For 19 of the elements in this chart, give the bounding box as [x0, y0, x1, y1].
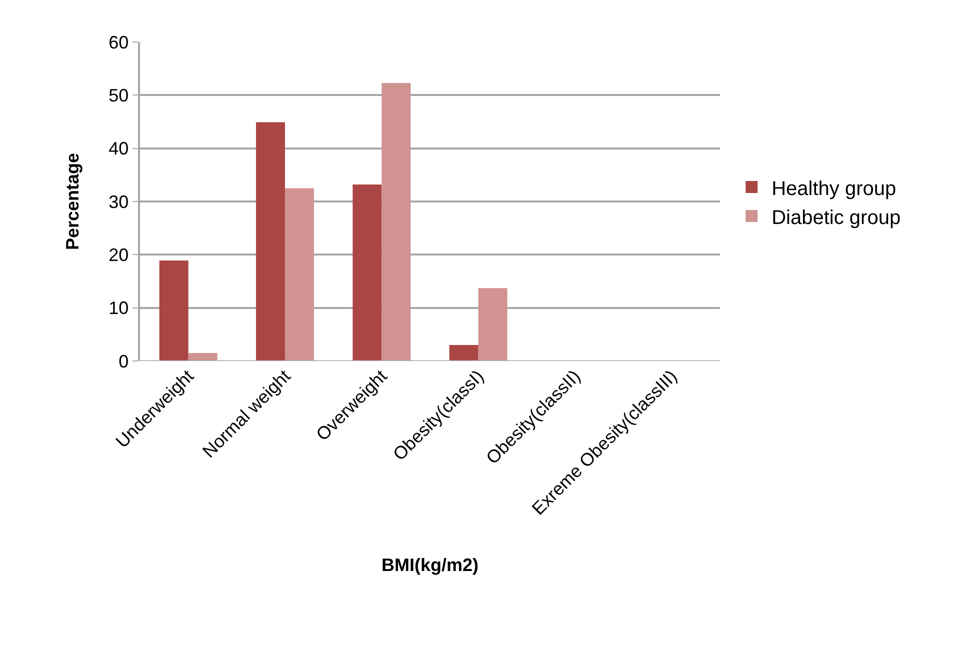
- bar: [159, 260, 188, 361]
- legend-label: Diabetic group: [772, 206, 901, 229]
- y-tick-label: 0: [118, 351, 129, 372]
- bar: [352, 184, 382, 361]
- y-axis-title: Percentage: [62, 152, 82, 250]
- bar: [449, 345, 478, 361]
- bar: [478, 288, 508, 361]
- bar: [285, 188, 314, 361]
- y-tick-label: 40: [108, 138, 129, 159]
- y-tick-label: 30: [108, 192, 129, 212]
- legend-label: Healthy group: [772, 178, 896, 200]
- bar: [188, 353, 218, 361]
- y-tick-label: 60: [108, 32, 129, 52]
- y-tick-label: 10: [108, 298, 129, 318]
- y-tick-label: 20: [108, 244, 129, 265]
- bar: [256, 122, 285, 361]
- bar: [382, 82, 411, 361]
- x-axis-title: BMI(kg/m2): [381, 554, 479, 575]
- y-tick-label: 50: [108, 85, 129, 106]
